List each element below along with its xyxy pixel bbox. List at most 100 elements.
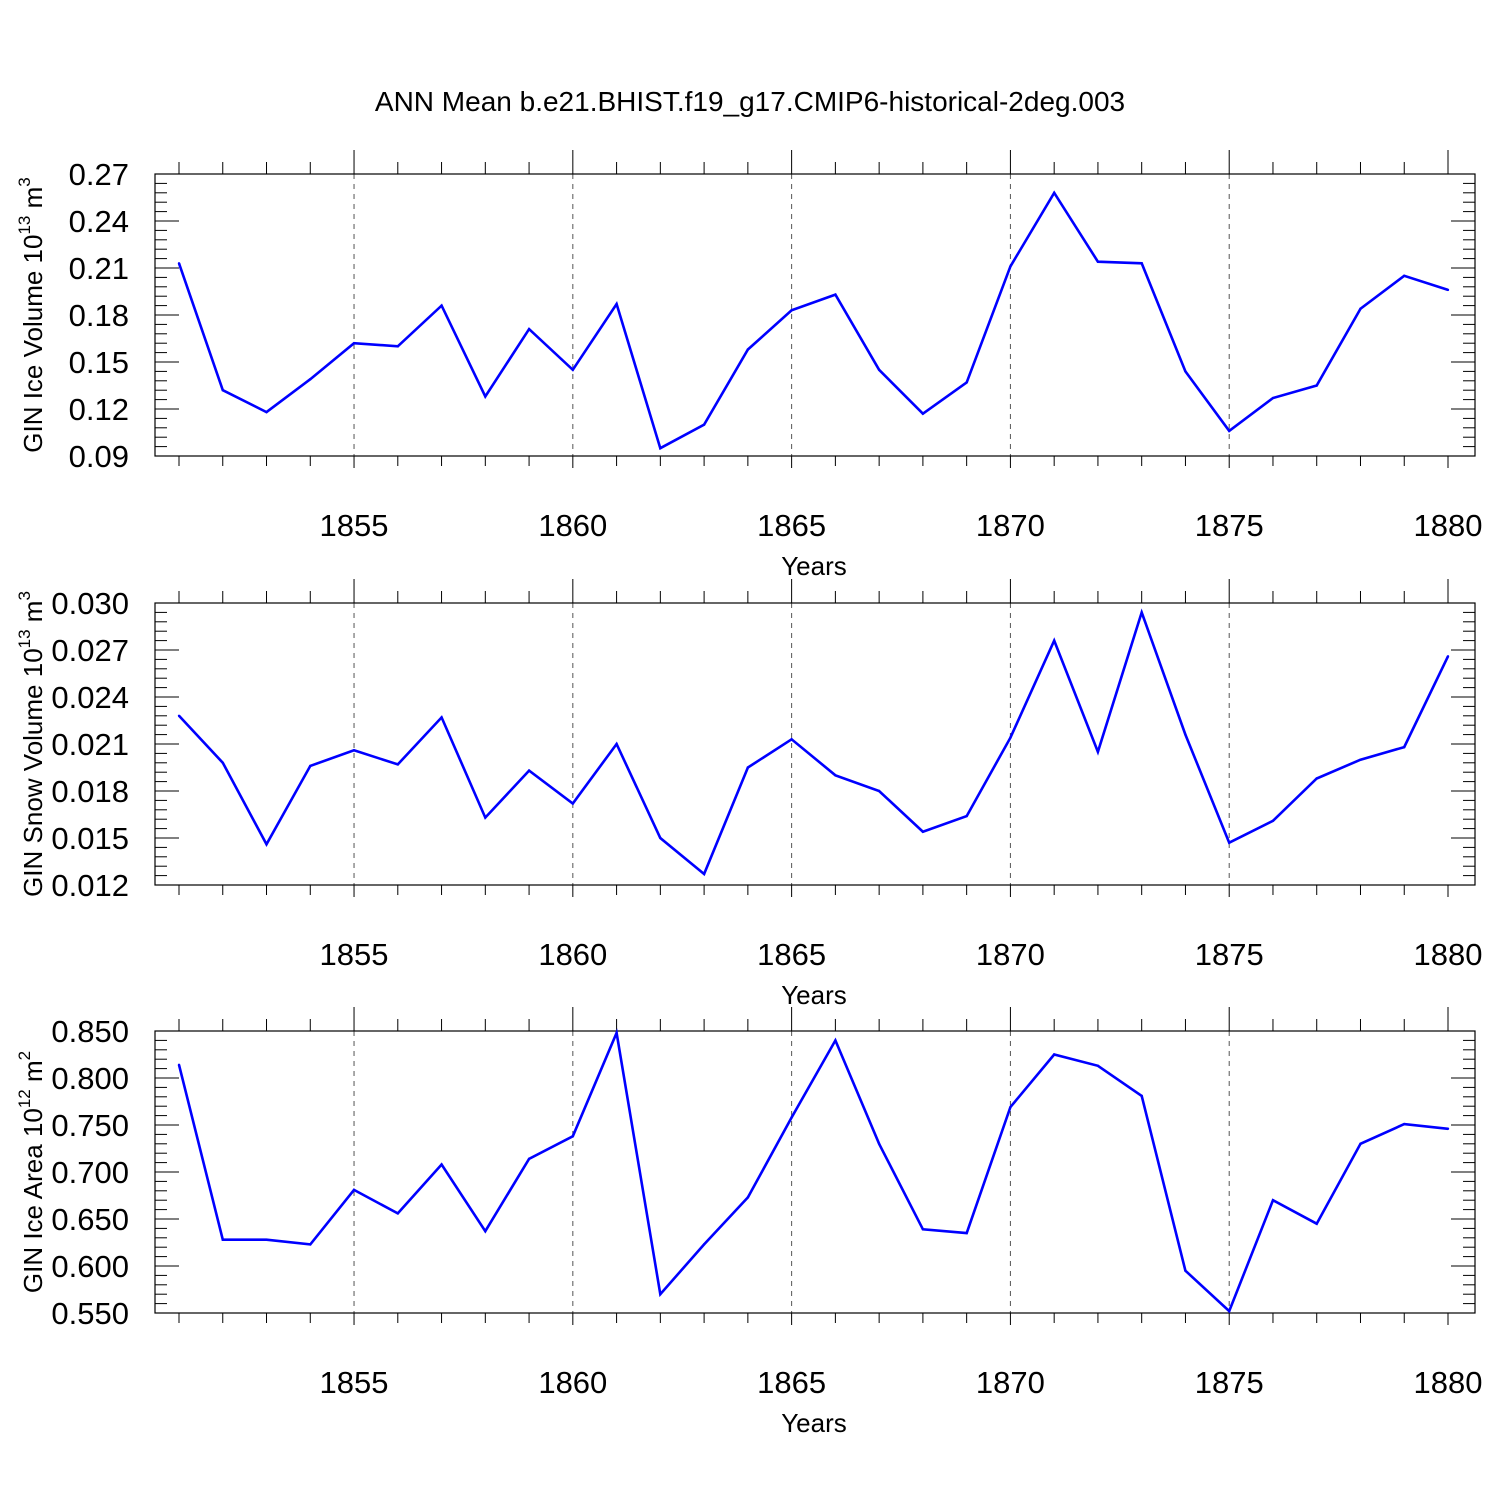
data-point <box>221 1238 224 1241</box>
y-label-unit-exponent: 3 <box>15 177 34 186</box>
x-tick-label: 1875 <box>1195 937 1264 972</box>
data-point <box>1096 1064 1100 1067</box>
data-point <box>1315 777 1318 780</box>
y-label-unit: m <box>18 601 48 630</box>
x-tick-label: 1870 <box>976 937 1045 972</box>
data-point <box>221 389 224 392</box>
data-point <box>1228 429 1231 433</box>
y-label-text: GIN Ice Volume 10 <box>18 235 48 453</box>
y-tick-label: 0.015 <box>51 821 129 856</box>
y-tick-label: 0.700 <box>51 1155 129 1190</box>
data-point <box>659 836 662 840</box>
data-point <box>484 816 487 819</box>
data-point <box>571 368 575 372</box>
y-tick-label: 0.012 <box>51 868 129 903</box>
data-point <box>265 843 268 846</box>
data-point <box>921 1228 925 1231</box>
data-point <box>877 789 881 793</box>
x-tick-label: 1855 <box>320 937 389 972</box>
y-label-unit-exponent: 3 <box>15 591 34 600</box>
data-point <box>1359 758 1362 761</box>
data-point <box>746 348 750 351</box>
x-tick-label: 1860 <box>538 1365 607 1400</box>
y-tick-label: 0.12 <box>69 392 129 427</box>
panel-ice-volume: 0.09 0.12 0.15 0.18 0.21 0.24 0.27 1855 1860 1865… <box>15 150 1482 581</box>
data-point <box>177 262 181 265</box>
x-tick-label: 1870 <box>976 1365 1045 1400</box>
data-point <box>1315 384 1318 387</box>
y-tick-label: 0.750 <box>51 1108 129 1143</box>
data-point <box>1140 611 1143 614</box>
data-point <box>1096 260 1100 263</box>
x-tick-label: 1880 <box>1414 508 1483 543</box>
x-tick-label: 1880 <box>1414 1365 1483 1400</box>
y-tick-label: 0.024 <box>51 680 129 715</box>
data-point <box>571 1135 575 1138</box>
data-point <box>1009 736 1012 739</box>
data-point <box>527 327 531 331</box>
data-point <box>265 410 268 414</box>
data-point <box>221 761 224 764</box>
chart-title: ANN Mean b.e21.BHIST.f19_g17.CMIP6-histo… <box>375 86 1125 117</box>
data-point <box>309 1243 312 1246</box>
data-point <box>352 749 356 752</box>
data-point <box>484 395 487 398</box>
data-point <box>1096 750 1100 754</box>
y-tick-label: 0.027 <box>51 633 129 668</box>
x-tick-label: 1855 <box>320 508 389 543</box>
y-axis-label: GIN Snow Volume 1013 m3 <box>15 591 48 897</box>
data-point <box>440 304 443 307</box>
panel-snow-volume: 0.012 0.015 0.018 0.021 0.024 0.027 0.030 1855 1… <box>15 579 1482 1010</box>
y-axis-label: GIN Ice Volume 1013 m3 <box>15 177 48 453</box>
data-point <box>527 769 531 772</box>
data-point <box>265 1238 268 1241</box>
data-point <box>1184 370 1187 373</box>
x-tick-label: 1865 <box>757 508 826 543</box>
y-tick-label: 0.850 <box>51 1014 129 1049</box>
x-axis-label: Years <box>781 1408 847 1438</box>
data-point <box>965 814 968 818</box>
plot-frame <box>154 1030 1476 1314</box>
data-point <box>746 766 750 769</box>
data-point <box>615 742 618 746</box>
data-point <box>1271 819 1275 822</box>
data-point <box>834 774 837 777</box>
data-point <box>309 764 312 768</box>
y-label-unit-exponent: 2 <box>15 1051 34 1060</box>
data-point <box>965 381 968 384</box>
data-point <box>352 342 356 345</box>
data-point <box>877 368 881 372</box>
data-point <box>484 1230 487 1233</box>
series-line <box>177 1028 1449 1314</box>
x-axis-label: Years <box>781 980 847 1010</box>
data-point <box>615 1031 618 1035</box>
data-point <box>1140 1094 1143 1098</box>
data-point <box>702 1243 706 1246</box>
data-point <box>1184 733 1187 736</box>
y-tick-label: 0.650 <box>51 1202 129 1237</box>
data-point <box>834 1039 837 1042</box>
series-line <box>177 190 1449 451</box>
data-point <box>571 802 575 805</box>
y-tick-label: 0.018 <box>51 774 129 809</box>
y-label-exponent: 13 <box>15 629 34 648</box>
y-label-unit: m <box>18 1060 48 1089</box>
x-tick-label: 1870 <box>976 508 1045 543</box>
data-point <box>1446 1127 1450 1130</box>
data-point <box>790 309 793 312</box>
data-point <box>1359 307 1362 310</box>
data-point <box>702 423 706 426</box>
data-point <box>746 1196 750 1199</box>
data-point <box>1009 1105 1012 1109</box>
data-point <box>1359 1142 1362 1146</box>
y-tick-label: 0.27 <box>69 157 129 192</box>
data-point <box>396 345 399 348</box>
x-axis-label: Years <box>781 551 847 581</box>
data-point <box>396 1212 399 1215</box>
data-point <box>790 1116 793 1119</box>
data-point <box>1315 1222 1318 1225</box>
x-tick-label: 1860 <box>538 508 607 543</box>
data-point <box>877 1142 881 1146</box>
y-label-exponent: 12 <box>15 1089 34 1108</box>
